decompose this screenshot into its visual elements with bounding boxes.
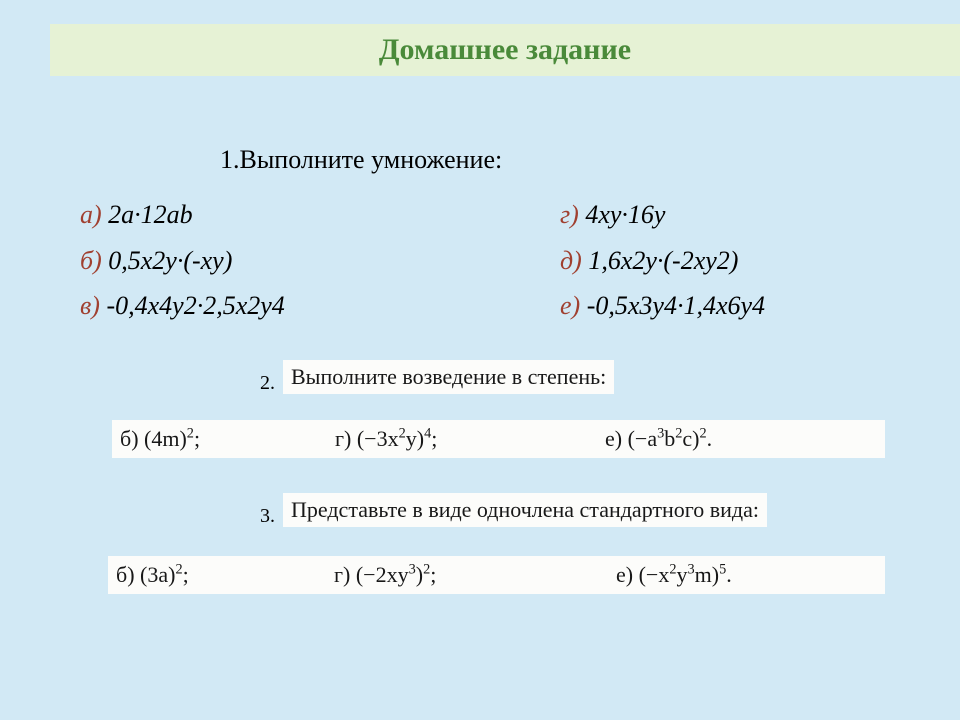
section3-title-snippet: Представьте в виде одночлена стандартног… xyxy=(283,493,767,527)
problem-label: в) xyxy=(80,291,106,320)
problem-label: б) xyxy=(80,246,108,275)
header-banner: Домашнее задание xyxy=(50,24,960,76)
problem-expr: 4ху·16у xyxy=(585,200,665,229)
problem-row: б) 0,5х2у·(-ху) xyxy=(80,238,285,284)
section3-item-g: г) (−2xy3)2; xyxy=(334,562,616,588)
section2-number: 2. xyxy=(260,372,275,395)
problem-row: в) -0,4х4у2·2,5х2у4 xyxy=(80,283,285,329)
problem-label: а) xyxy=(80,200,108,229)
problem-row: д) 1,6х2у·(-2ху2) xyxy=(560,238,765,284)
section3-item-b: б) (3a)2; xyxy=(116,562,334,588)
problem-label: д) xyxy=(560,246,588,275)
section3-item-e: е) (−x2y3m)5. xyxy=(616,562,732,588)
section2-items: б) (4m)2; г) (−3x2y)4; е) (−a3b2c)2. xyxy=(112,420,885,458)
problem-expr: 2а·12аb xyxy=(108,200,193,229)
problems-column-1: а) 2а·12аb б) 0,5х2у·(-ху) в) -0,4х4у2·2… xyxy=(80,192,285,329)
section2-item-g: г) (−3x2y)4; xyxy=(335,426,605,452)
problem-expr: 1,6х2у·(-2ху2) xyxy=(588,246,738,275)
problem-expr: 0,5х2у·(-ху) xyxy=(108,246,232,275)
section2-item-b: б) (4m)2; xyxy=(120,426,335,452)
section3-items: б) (3a)2; г) (−2xy3)2; е) (−x2y3m)5. xyxy=(108,556,885,594)
section1-title: 1.Выполните умножение: xyxy=(220,145,502,175)
section2-title-snippet: Выполните возведение в степень: xyxy=(283,360,614,394)
section3-number: 3. xyxy=(260,505,275,528)
problem-label: г) xyxy=(560,200,585,229)
problem-expr: -0,4х4у2·2,5х2у4 xyxy=(106,291,284,320)
problem-expr: -0,5х3у4·1,4х6у4 xyxy=(587,291,765,320)
problems-column-2: г) 4ху·16у д) 1,6х2у·(-2ху2) е) -0,5х3у4… xyxy=(560,192,765,329)
problem-label: е) xyxy=(560,291,587,320)
problem-row: г) 4ху·16у xyxy=(560,192,765,238)
problem-row: а) 2а·12аb xyxy=(80,192,285,238)
section2-item-e: е) (−a3b2c)2. xyxy=(605,426,712,452)
header-title: Домашнее задание xyxy=(379,33,631,67)
problem-row: е) -0,5х3у4·1,4х6у4 xyxy=(560,283,765,329)
